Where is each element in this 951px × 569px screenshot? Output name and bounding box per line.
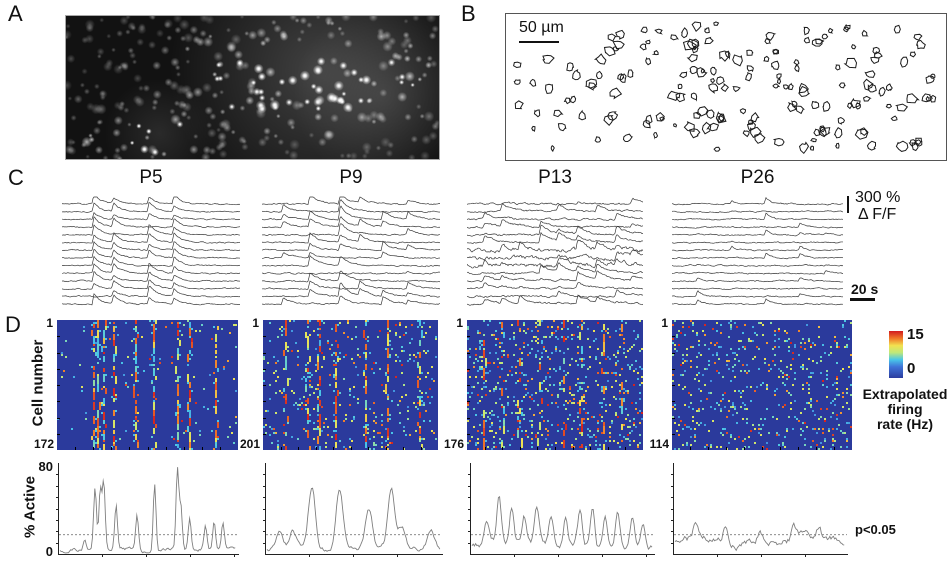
cell-count-p5: 172 (33, 437, 54, 451)
calcium-traces-p9 (262, 195, 440, 309)
cell-count-p9: 201 (239, 437, 260, 451)
fluorescence-image (65, 15, 440, 160)
percent-active-plot-p5 (56, 458, 240, 557)
panel-d-label: D (5, 312, 21, 337)
time-scalebar-line (850, 298, 875, 301)
time-scale-label: 20 s (851, 281, 879, 297)
cell-count-p13: 176 (443, 437, 464, 451)
scalebar-label: 50 µm (519, 19, 564, 36)
age-title-p9: P9 (339, 167, 363, 188)
age-title-p13: P13 (538, 167, 572, 188)
active-ymin-label: 0 (45, 544, 53, 559)
colorbar-title: Extrapolated firing rate (Hz) (849, 387, 951, 432)
age-title-p26: P26 (740, 167, 775, 188)
cell-number-axis-label: Cell number (29, 339, 47, 427)
active-ymax-label: 80 (38, 459, 53, 474)
percent-active-plot-p13 (468, 458, 656, 557)
dff-scale-value: 300 % (855, 189, 901, 206)
cell-outline-box: 50 µm (505, 13, 947, 161)
firing-rate-heatmap-p9 (263, 320, 438, 450)
panel-a-label: A (8, 1, 23, 26)
calcium-traces-p26 (672, 195, 843, 309)
colorbar-min-label: 0 (907, 360, 916, 377)
percent-active-axis-label: % Active (21, 476, 39, 538)
percent-active-plot-p9 (263, 458, 444, 557)
calcium-traces-p5 (62, 195, 240, 309)
first-cell-label-p5: 1 (46, 316, 53, 330)
calcium-traces-p13 (467, 195, 643, 309)
first-cell-label-p26: 1 (661, 316, 668, 330)
colorbar-title-line1: Extrapolated (862, 386, 948, 402)
firing-rate-heatmap-p26 (672, 320, 852, 450)
cell-outline-map (506, 14, 944, 158)
cell-count-p26: 114 (649, 437, 669, 451)
dff-scalebar-line (847, 196, 849, 213)
panel-b-label: B (461, 1, 476, 26)
first-cell-label-p13: 1 (456, 316, 463, 330)
age-title-p5: P5 (139, 167, 163, 188)
colorbar-max-label: 15 (907, 326, 924, 343)
scalebar-line (519, 41, 559, 43)
colorbar-title-line3: rate (Hz) (876, 416, 933, 432)
panel-c-label: C (8, 165, 24, 190)
percent-active-plot-p26 (671, 458, 849, 557)
firing-rate-heatmap-p5 (57, 320, 238, 450)
colorbar-title-line2: firing (887, 401, 923, 417)
dff-scale-unit: Δ F/F (858, 206, 897, 223)
significance-label: p<0.05 (855, 522, 896, 537)
colorbar (889, 331, 903, 378)
firing-rate-heatmap-p13 (467, 320, 643, 450)
first-cell-label-p9: 1 (252, 316, 259, 330)
